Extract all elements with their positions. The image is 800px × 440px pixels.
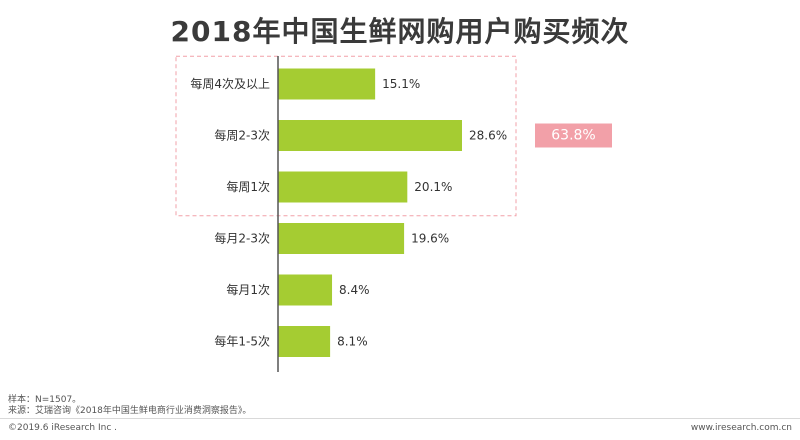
category-label-2: 每周1次 — [226, 179, 270, 194]
bar-3 — [278, 223, 405, 254]
value-label-2: 20.1% — [414, 180, 452, 194]
category-label-5: 每年1-5次 — [214, 334, 270, 349]
chart-title: 2018年中国生鲜网购用户购买频次 — [170, 15, 630, 48]
category-label-3: 每月2-3次 — [214, 231, 270, 246]
bar-4 — [278, 274, 333, 306]
category-label-1: 每周2-3次 — [214, 128, 270, 143]
source-note: 来源：艾瑞咨询《2018年中国生鲜电商行业消费洞察报告》。 — [8, 406, 252, 416]
value-label-5: 8.1% — [337, 335, 368, 349]
group-callout: 63.8% — [535, 123, 612, 148]
group-callout-box — [535, 123, 612, 148]
bar-0 — [278, 68, 376, 100]
weekly-group-dashed-box — [175, 55, 517, 217]
website: www.iresearch.com.cn — [690, 423, 792, 433]
bar-2 — [278, 171, 408, 203]
bar-1 — [278, 120, 462, 151]
footer-divider — [0, 418, 800, 419]
group-callout-label: 63.8% — [551, 128, 595, 144]
value-label-3: 19.6% — [411, 232, 449, 246]
value-label-4: 8.4% — [339, 283, 370, 297]
sample-note: 样本：N=1507。 — [8, 395, 82, 405]
copyright: ©2019.6 iResearch Inc . — [8, 423, 118, 433]
value-label-0: 15.1% — [382, 77, 420, 91]
category-label-0: 每周4次及以上 — [190, 76, 270, 91]
value-label-1: 28.6% — [469, 129, 507, 143]
category-label-4: 每月1次 — [226, 282, 270, 297]
bar-5 — [278, 326, 331, 357]
